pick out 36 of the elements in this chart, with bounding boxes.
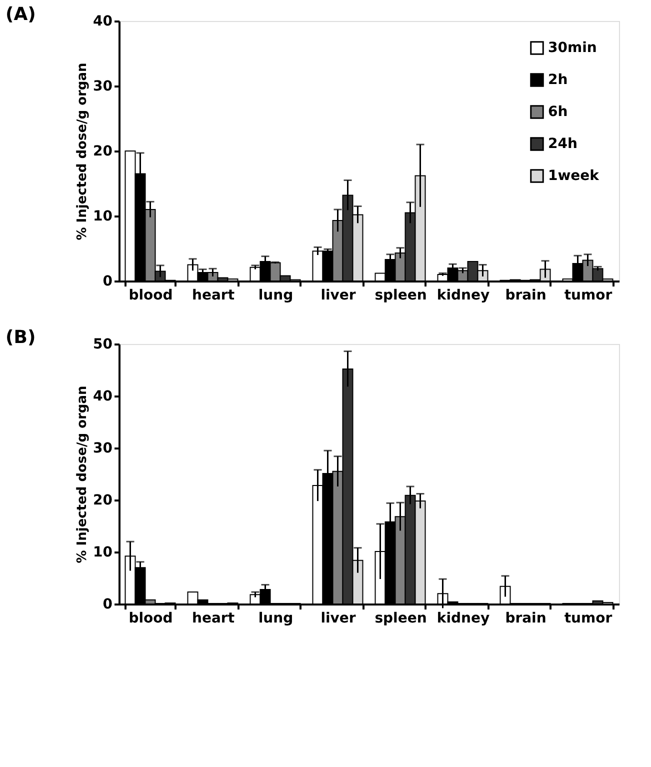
x-tick-label: brain (505, 288, 546, 304)
x-tick-label: tumor (564, 610, 612, 626)
y-tick-label: 0 (102, 596, 113, 612)
x-tick-label: spleen (374, 288, 427, 304)
y-tick-label: 30 (93, 78, 113, 94)
legend-label: 6h (548, 104, 568, 120)
chart-title: (A) (6, 4, 36, 25)
x-tick-label: blood (128, 610, 173, 626)
legend-label: 30min (548, 40, 597, 56)
y-tick-label: 20 (93, 144, 113, 160)
legend-label: 24h (548, 136, 578, 152)
y-tick-label: 40 (93, 14, 113, 30)
x-tick-label: liver (320, 288, 356, 304)
x-tick-label: brain (505, 610, 546, 626)
y-tick-label: 40 (93, 388, 113, 404)
x-tick-label: blood (128, 288, 173, 304)
x-tick-label: tumor (564, 288, 612, 304)
x-tick-label: lung (258, 288, 294, 304)
x-tick-label: liver (320, 610, 356, 626)
y-tick-label: 50 (93, 336, 113, 352)
y-tick-label: 30 (93, 440, 113, 456)
y-axis-title: % Injected dose/g organ (75, 62, 90, 240)
legend-label: 1week (548, 168, 600, 184)
chart-title: (B) (6, 327, 36, 348)
x-tick-label: spleen (374, 610, 427, 626)
y-tick-label: 20 (93, 492, 113, 508)
y-tick-label: 10 (93, 208, 113, 224)
y-axis-title: % Injected dose/g organ (75, 386, 90, 564)
legend-label: 2h (548, 72, 568, 88)
x-tick-label: heart (192, 610, 235, 626)
y-tick-label: 10 (93, 544, 113, 560)
x-tick-label: kidney (436, 610, 490, 626)
x-tick-label: lung (258, 610, 294, 626)
x-tick-label: kidney (436, 288, 490, 304)
y-tick-label: 0 (102, 274, 113, 290)
x-tick-label: heart (192, 288, 235, 304)
